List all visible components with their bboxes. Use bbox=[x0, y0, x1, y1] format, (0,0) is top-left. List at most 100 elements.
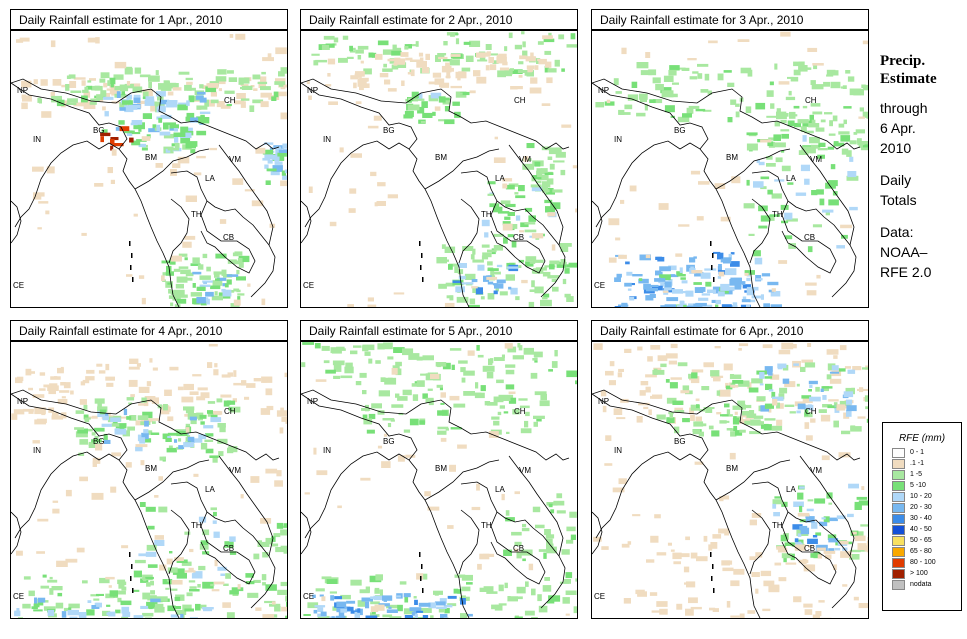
rain-patch bbox=[559, 581, 570, 584]
rain-patch bbox=[640, 70, 653, 76]
rain-patch bbox=[378, 390, 390, 397]
rain-patch bbox=[764, 403, 774, 409]
country-border bbox=[749, 509, 771, 575]
rain-patch bbox=[516, 586, 526, 594]
legend-row: .1 -1 bbox=[883, 458, 961, 469]
rain-patch bbox=[484, 232, 489, 238]
rain-patch bbox=[180, 126, 189, 134]
rain-patch bbox=[200, 392, 210, 399]
rain-patch bbox=[185, 142, 196, 149]
rain-patch bbox=[862, 111, 868, 118]
rain-patch bbox=[32, 394, 45, 398]
rain-patch bbox=[502, 221, 511, 226]
rain-patch bbox=[89, 101, 97, 105]
rain-patch bbox=[867, 537, 868, 543]
rain-patch bbox=[646, 559, 655, 563]
country-border bbox=[11, 389, 280, 461]
rain-patch bbox=[773, 134, 781, 141]
rain-patch bbox=[766, 115, 777, 118]
rain-patch bbox=[210, 583, 215, 587]
rain-patch bbox=[350, 579, 362, 586]
rain-patch bbox=[540, 393, 547, 401]
rain-patch bbox=[538, 549, 549, 552]
legend-swatch bbox=[892, 524, 905, 535]
rain-patch bbox=[200, 421, 205, 425]
rain-patch bbox=[801, 395, 812, 399]
rain-patch bbox=[395, 595, 401, 598]
rain-patch bbox=[387, 356, 394, 360]
rain-patch bbox=[800, 126, 807, 132]
rain-patch bbox=[132, 86, 143, 93]
rain-patch bbox=[265, 584, 277, 591]
rain-patch bbox=[442, 99, 451, 105]
rain-patch bbox=[272, 165, 283, 172]
rain-patch bbox=[499, 405, 505, 409]
rain-patch bbox=[564, 293, 571, 298]
rain-patch bbox=[84, 86, 88, 92]
rain-patch bbox=[238, 78, 244, 85]
rain-patch bbox=[856, 496, 868, 500]
rain-patch bbox=[128, 379, 138, 387]
rain-patch bbox=[211, 589, 220, 592]
rain-patch bbox=[213, 271, 224, 275]
rain-patch bbox=[730, 384, 739, 388]
rain-patch bbox=[839, 345, 847, 351]
rain-patch bbox=[109, 89, 118, 94]
rain-patch bbox=[163, 122, 169, 130]
rain-patch bbox=[252, 74, 261, 80]
rain-patch bbox=[839, 540, 849, 545]
rain-patch bbox=[148, 81, 152, 89]
country-label-bm: BM bbox=[435, 153, 447, 162]
rain-patch bbox=[636, 112, 646, 117]
rain-patch bbox=[702, 109, 712, 112]
rain-patch bbox=[729, 374, 742, 380]
rain-patch bbox=[51, 586, 63, 591]
rain-patch bbox=[181, 396, 194, 403]
rain-patch bbox=[654, 368, 658, 375]
rain-patch bbox=[793, 105, 800, 109]
rain-patch bbox=[531, 233, 544, 239]
rain-patch bbox=[202, 529, 210, 536]
rain-patch bbox=[505, 203, 516, 208]
rain-patch bbox=[753, 415, 764, 419]
rain-patch bbox=[257, 541, 270, 547]
country-label-ch: CH bbox=[514, 407, 526, 416]
rain-patch bbox=[504, 216, 511, 220]
rain-patch bbox=[144, 396, 156, 402]
rain-patch bbox=[670, 549, 675, 552]
rain-patch bbox=[728, 253, 732, 260]
country-border bbox=[250, 244, 276, 298]
rain-patch bbox=[188, 580, 196, 583]
rain-patch bbox=[827, 146, 835, 150]
rain-patch bbox=[858, 116, 865, 119]
rain-patch bbox=[253, 579, 261, 583]
rain-patch bbox=[828, 502, 833, 505]
rain-patch bbox=[854, 535, 866, 542]
rain-patch bbox=[435, 55, 445, 57]
rain-patch bbox=[452, 280, 461, 284]
rain-patch bbox=[762, 608, 771, 612]
rain-patch bbox=[134, 67, 142, 74]
rain-patch bbox=[188, 95, 195, 103]
rain-patch bbox=[736, 283, 742, 288]
rain-patch bbox=[314, 343, 321, 349]
rain-patch bbox=[764, 376, 773, 379]
rain-patch bbox=[663, 290, 669, 293]
rain-patch bbox=[645, 374, 657, 378]
rain-patch bbox=[833, 564, 837, 570]
rain-patch bbox=[138, 275, 145, 279]
rain-patch bbox=[142, 612, 154, 617]
rain-patch bbox=[189, 416, 197, 421]
rain-patch bbox=[444, 106, 450, 112]
rain-patch bbox=[238, 77, 250, 84]
rain-patch bbox=[741, 299, 751, 303]
rain-patch bbox=[362, 390, 367, 395]
rain-patch bbox=[240, 101, 246, 108]
rain-patch bbox=[125, 462, 132, 468]
rain-patch bbox=[340, 608, 347, 613]
rain-patch bbox=[861, 486, 865, 490]
rain-patch bbox=[555, 147, 562, 153]
rain-patch bbox=[672, 289, 683, 294]
rain-patch bbox=[387, 423, 392, 428]
rain-patch bbox=[655, 84, 664, 91]
